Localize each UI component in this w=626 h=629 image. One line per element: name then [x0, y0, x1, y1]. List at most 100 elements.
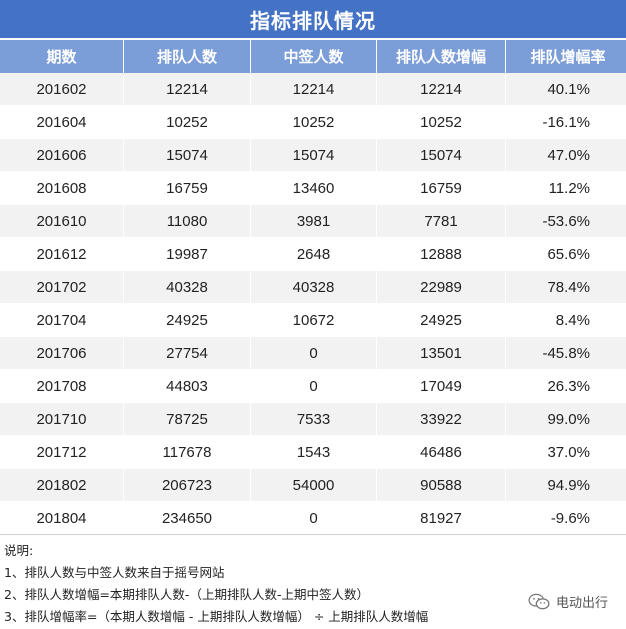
table-row: 201606 15074 15074 15074 47.0% — [0, 138, 626, 172]
cell-increase-rate: 40.1% — [505, 73, 626, 106]
table-row: 201704 24925 10672 24925 8.4% — [0, 303, 626, 337]
cell-winners: 0 — [250, 501, 377, 535]
cell-queue-increase: 12888 — [376, 237, 506, 271]
cell-queue-count: 19987 — [123, 237, 251, 271]
cell-queue-count: 40328 — [123, 270, 251, 304]
cell-queue-increase: 17049 — [376, 369, 506, 403]
cell-winners: 2648 — [250, 237, 377, 271]
cell-queue-increase: 90588 — [376, 468, 506, 502]
divider — [0, 534, 626, 535]
column-header-increase-rate: 排队增幅率 — [505, 40, 626, 73]
cell-winners: 10252 — [250, 105, 377, 139]
cell-winners: 7533 — [250, 402, 377, 436]
table-row: 201604 10252 10252 10252 -16.1% — [0, 105, 626, 139]
cell-winners: 12214 — [250, 73, 377, 106]
cell-queue-increase: 22989 — [376, 270, 506, 304]
cell-winners: 54000 — [250, 468, 377, 502]
table-title: 指标排队情况 — [0, 0, 626, 38]
cell-queue-count: 11080 — [123, 204, 251, 238]
cell-queue-count: 10252 — [123, 105, 251, 139]
cell-period: 201712 — [0, 435, 124, 469]
column-header-queue-increase: 排队人数增幅 — [376, 40, 506, 73]
cell-queue-increase: 24925 — [376, 303, 506, 337]
cell-queue-count: 206723 — [123, 468, 251, 502]
watermark: 电动出行 — [528, 592, 608, 611]
cell-queue-count: 44803 — [123, 369, 251, 403]
cell-queue-count: 27754 — [123, 336, 251, 370]
cell-winners: 1543 — [250, 435, 377, 469]
cell-period: 201604 — [0, 105, 124, 139]
table-row: 201702 40328 40328 22989 78.4% — [0, 270, 626, 304]
cell-period: 201710 — [0, 402, 124, 436]
cell-period: 201602 — [0, 73, 124, 106]
cell-increase-rate: 8.4% — [505, 303, 626, 337]
cell-period: 201608 — [0, 171, 124, 205]
cell-queue-increase: 33922 — [376, 402, 506, 436]
cell-queue-increase: 46486 — [376, 435, 506, 469]
cell-increase-rate: -45.8% — [505, 336, 626, 370]
cell-period: 201704 — [0, 303, 124, 337]
cell-winners: 15074 — [250, 138, 377, 172]
cell-queue-increase: 7781 — [376, 204, 506, 238]
cell-period: 201708 — [0, 369, 124, 403]
column-header-period: 期数 — [0, 40, 124, 73]
cell-period: 201706 — [0, 336, 124, 370]
cell-winners: 0 — [250, 336, 377, 370]
table-row: 201708 44803 0 17049 26.3% — [0, 369, 626, 403]
notes-heading: 说明: — [4, 543, 34, 558]
cell-winners: 40328 — [250, 270, 377, 304]
cell-winners: 0 — [250, 369, 377, 403]
cell-winners: 13460 — [250, 171, 377, 205]
cell-increase-rate: 26.3% — [505, 369, 626, 403]
table-row: 201608 16759 13460 16759 11.2% — [0, 171, 626, 205]
cell-queue-count: 16759 — [123, 171, 251, 205]
cell-queue-increase: 15074 — [376, 138, 506, 172]
table-row: 201802 206723 54000 90588 94.9% — [0, 468, 626, 502]
table-row: 201706 27754 0 13501 -45.8% — [0, 336, 626, 370]
cell-queue-count: 24925 — [123, 303, 251, 337]
cell-increase-rate: 65.6% — [505, 237, 626, 271]
table-row: 201710 78725 7533 33922 99.0% — [0, 402, 626, 436]
header-row: 期数 排队人数 中签人数 排队人数增幅 排队增幅率 — [0, 40, 626, 73]
cell-winners: 3981 — [250, 204, 377, 238]
cell-queue-increase: 81927 — [376, 501, 506, 535]
cell-increase-rate: 94.9% — [505, 468, 626, 502]
cell-period: 201612 — [0, 237, 124, 271]
column-header-queue-count: 排队人数 — [123, 40, 251, 73]
cell-queue-count: 117678 — [123, 435, 251, 469]
cell-period: 201606 — [0, 138, 124, 172]
cell-increase-rate: 11.2% — [505, 171, 626, 205]
notes: 说明: 1、排队人数与中签人数来自于摇号网站 2、排队人数增幅=本期排队人数-（… — [4, 540, 564, 628]
cell-increase-rate: 99.0% — [505, 402, 626, 436]
cell-increase-rate: -53.6% — [505, 204, 626, 238]
cell-queue-increase: 12214 — [376, 73, 506, 106]
cell-increase-rate: -9.6% — [505, 501, 626, 535]
cell-queue-count: 234650 — [123, 501, 251, 535]
note-line: 1、排队人数与中签人数来自于摇号网站 — [4, 565, 225, 580]
cell-period: 201804 — [0, 501, 124, 535]
cell-queue-count: 15074 — [123, 138, 251, 172]
wechat-icon — [528, 593, 550, 609]
table-row: 201612 19987 2648 12888 65.6% — [0, 237, 626, 271]
cell-queue-count: 78725 — [123, 402, 251, 436]
table-row: 201712 117678 1543 46486 37.0% — [0, 435, 626, 469]
cell-increase-rate: 78.4% — [505, 270, 626, 304]
cell-period: 201610 — [0, 204, 124, 238]
cell-period: 201702 — [0, 270, 124, 304]
cell-increase-rate: -16.1% — [505, 105, 626, 139]
watermark-text: 电动出行 — [555, 596, 608, 611]
cell-increase-rate: 47.0% — [505, 138, 626, 172]
column-header-winners: 中签人数 — [250, 40, 377, 73]
cell-queue-count: 12214 — [123, 73, 251, 106]
table-row: 201610 11080 3981 7781 -53.6% — [0, 204, 626, 238]
queue-table: 期数 排队人数 中签人数 排队人数增幅 排队增幅率 201602 12214 122… — [0, 40, 626, 535]
cell-queue-increase: 16759 — [376, 171, 506, 205]
cell-winners: 10672 — [250, 303, 377, 337]
cell-queue-increase: 13501 — [376, 336, 506, 370]
note-line: 2、排队人数增幅=本期排队人数-（上期排队人数-上期中签人数） — [4, 587, 369, 602]
cell-increase-rate: 37.0% — [505, 435, 626, 469]
table-row: 201602 12214 12214 12214 40.1% — [0, 73, 626, 106]
cell-period: 201802 — [0, 468, 124, 502]
cell-queue-increase: 10252 — [376, 105, 506, 139]
table-row: 201804 234650 0 81927 -9.6% — [0, 501, 626, 535]
